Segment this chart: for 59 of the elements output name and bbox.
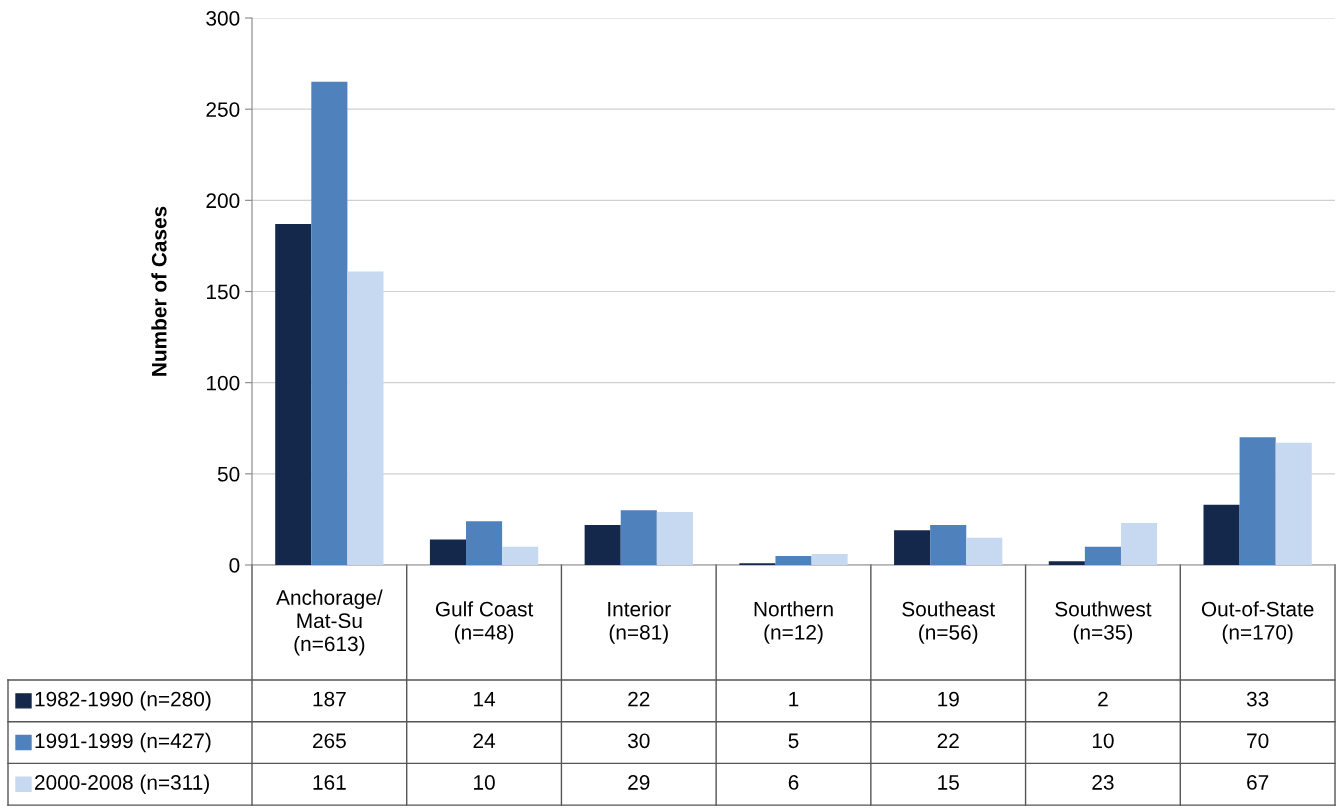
x-tick-label: Southwest (n=35) (1055, 601, 1152, 644)
y-axis-title: Number of Cases (151, 206, 167, 376)
bar (620, 510, 657, 565)
x-tick-label: Out-of-State (n=170) (1201, 601, 1314, 644)
bar (1275, 442, 1312, 565)
bar (966, 537, 1003, 565)
data-label: 15 (938, 775, 959, 790)
bar (811, 554, 848, 565)
bar (1048, 561, 1085, 565)
data-label: 19 (938, 691, 959, 707)
bar (429, 539, 467, 565)
data-label: 6 (788, 775, 799, 790)
legend-label: 2000-2008 (n=311) (35, 774, 209, 794)
y-tick-label: 50 (217, 466, 240, 482)
data-label: 10 (1092, 733, 1114, 749)
x-tick-label: Northern (n=12) (754, 601, 833, 644)
legend-label: 1982-1990 (n=280) (35, 691, 211, 711)
data-label: 24 (473, 733, 496, 748)
data-label: 2 (1098, 691, 1108, 707)
bar (894, 530, 931, 565)
y-tick-label: 250 (206, 102, 240, 117)
x-tick-label: Gulf Coast (n=48) (435, 601, 534, 644)
bar (1203, 504, 1240, 565)
data-label: 1 (789, 691, 799, 707)
y-tick-label: 0 (229, 558, 240, 573)
bar (1084, 546, 1121, 565)
data-label: 161 (313, 775, 346, 790)
y-tick-label: 200 (206, 193, 240, 209)
data-label: 67 (1247, 775, 1269, 790)
bar (930, 524, 967, 565)
data-label: 22 (628, 691, 650, 707)
data-label: 33 (1246, 691, 1269, 707)
data-label: 29 (628, 775, 650, 790)
data-label: 23 (1092, 775, 1114, 790)
data-label: 70 (1247, 733, 1269, 749)
bar (502, 546, 539, 565)
x-tick-label: Anchorage/ Mat-Su (n=613) (276, 589, 383, 656)
x-tick-label: Southeast (n=56) (902, 601, 995, 644)
bar (775, 555, 812, 565)
bar (311, 81, 348, 565)
legend-label: 1991-1999 (n=427) (35, 732, 211, 753)
bar (1120, 523, 1158, 565)
y-tick-label: 150 (207, 284, 240, 300)
data-label: 10 (474, 775, 495, 790)
bar (347, 271, 384, 565)
data-label: 265 (313, 733, 346, 749)
bar (656, 512, 693, 565)
bar (466, 521, 503, 565)
data-label: 14 (474, 691, 496, 707)
x-tick-label: Interior (n=81) (608, 601, 671, 644)
data-label: 187 (313, 691, 346, 707)
data-label: 30 (627, 733, 650, 749)
bar (584, 524, 621, 565)
y-tick-label: 100 (207, 375, 240, 391)
data-label: 22 (937, 733, 959, 748)
data-label: 5 (788, 733, 799, 749)
y-tick-label: 300 (206, 11, 240, 26)
bar (275, 224, 312, 565)
bar (1239, 437, 1276, 565)
